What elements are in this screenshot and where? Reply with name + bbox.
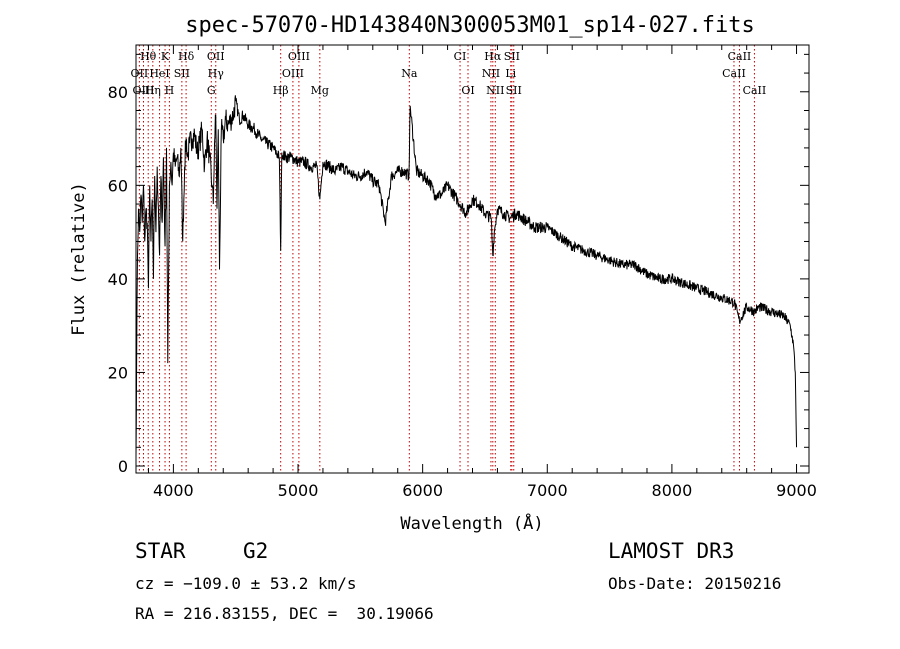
x-tick-label: 4000 [153,481,194,500]
y-tick-label: 20 [108,363,128,382]
x-tick-label: 5000 [278,481,319,500]
line-label: NII [482,67,500,80]
x-axis: 4000 5000 6000 7000 8000 9000 [147,45,817,500]
spectrum-series [135,95,798,457]
line-label: OIII [132,84,154,97]
observation-date: Obs-Date: 20150216 [608,574,782,593]
subclass: G2 [243,539,269,563]
line-label: SII [504,50,520,63]
x-tick-label: 8000 [652,481,693,500]
line-label: Hα [484,50,502,63]
line-label: OIII [282,67,304,80]
y-axis: 0 20 40 60 80 [108,53,809,476]
line-label: SII [506,84,522,97]
line-label: HeI [149,67,169,80]
line-label: Hδ [178,50,195,63]
x-tick-label: 9000 [776,481,817,500]
survey-name: LAMOST DR3 [608,539,735,563]
line-label: OII [207,50,225,63]
y-axis-label: Flux (relative) [69,182,89,336]
x-tick-label: 7000 [527,481,568,500]
line-label: CaII [728,50,752,63]
object-type: STAR [135,539,186,563]
line-label: OI [461,84,474,97]
spectrum-line [135,95,798,457]
line-markers [138,45,755,473]
y-tick-label: 40 [108,270,128,289]
line-label: Na [401,67,418,80]
x-tick-label: 6000 [402,481,443,500]
line-label: Hγ [208,67,225,80]
line-label: Hθ [140,50,157,63]
line-label: G [207,84,216,97]
line-label: Li [505,67,516,80]
redshift-velocity: cz = −109.0 ± 53.2 km/s [135,574,357,593]
x-axis-label: Wavelength (Å) [400,512,543,534]
line-label: OIII [288,50,310,63]
line-label: Hη [145,84,161,97]
line-label: CaII [722,67,746,80]
chart-title: spec-57070-HD143840N300053M01_sp14-027.f… [185,13,755,38]
y-tick-label: 80 [108,83,128,102]
line-label: H [165,84,175,97]
line-label: NII [486,84,504,97]
coordinates: RA = 216.83155, DEC = 30.19066 [135,604,434,623]
line-label: K [161,50,170,63]
line-label: CaII [743,84,767,97]
y-tick-label: 60 [108,176,128,195]
line-label: CI [454,50,467,63]
line-label: Hβ [273,84,289,97]
line-label: SII [174,67,190,80]
y-tick-label: 0 [118,457,128,476]
line-label: Mg [311,84,329,97]
